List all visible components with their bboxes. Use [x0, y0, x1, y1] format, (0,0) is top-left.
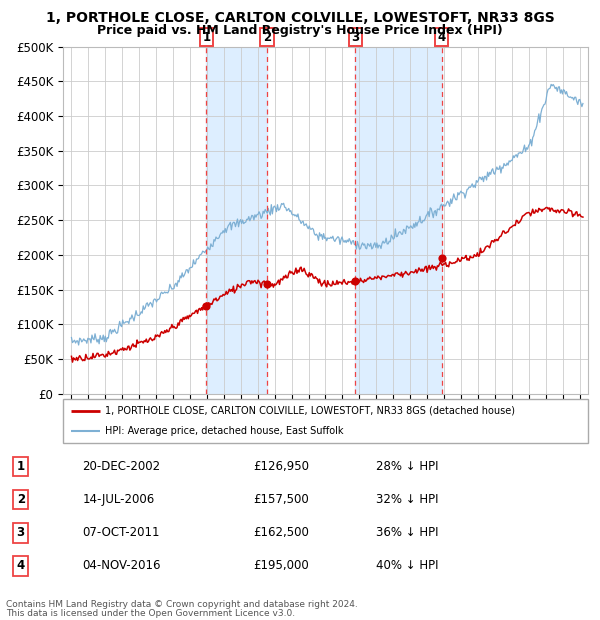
Text: 04-NOV-2016: 04-NOV-2016	[82, 559, 161, 572]
Text: 20-DEC-2002: 20-DEC-2002	[82, 460, 161, 473]
Text: 1: 1	[202, 31, 211, 44]
FancyBboxPatch shape	[63, 399, 588, 443]
Text: 4: 4	[437, 31, 446, 44]
Text: 3: 3	[17, 526, 25, 539]
Bar	[355, 46, 442, 394]
Text: £126,950: £126,950	[253, 460, 309, 473]
Text: This data is licensed under the Open Government Licence v3.0.: This data is licensed under the Open Gov…	[6, 609, 295, 618]
Text: 36% ↓ HPI: 36% ↓ HPI	[376, 526, 439, 539]
Text: 28% ↓ HPI: 28% ↓ HPI	[376, 460, 439, 473]
Text: Price paid vs. HM Land Registry's House Price Index (HPI): Price paid vs. HM Land Registry's House …	[97, 24, 503, 37]
Text: 1, PORTHOLE CLOSE, CARLTON COLVILLE, LOWESTOFT, NR33 8GS (detached house): 1, PORTHOLE CLOSE, CARLTON COLVILLE, LOW…	[105, 405, 515, 416]
Text: 2: 2	[17, 493, 25, 506]
Point	[437, 254, 446, 264]
Text: £195,000: £195,000	[253, 559, 309, 572]
Text: 1: 1	[17, 460, 25, 473]
Text: HPI: Average price, detached house, East Suffolk: HPI: Average price, detached house, East…	[105, 426, 343, 436]
Text: 3: 3	[352, 31, 359, 44]
Text: 2: 2	[263, 31, 271, 44]
Text: 32% ↓ HPI: 32% ↓ HPI	[376, 493, 439, 506]
Text: 1, PORTHOLE CLOSE, CARLTON COLVILLE, LOWESTOFT, NR33 8GS: 1, PORTHOLE CLOSE, CARLTON COLVILLE, LOW…	[46, 11, 554, 25]
Bar	[206, 46, 267, 394]
Point	[350, 276, 360, 286]
Text: 4: 4	[17, 559, 25, 572]
Point	[202, 301, 211, 311]
Text: 40% ↓ HPI: 40% ↓ HPI	[376, 559, 439, 572]
Point	[262, 280, 272, 290]
Text: Contains HM Land Registry data © Crown copyright and database right 2024.: Contains HM Land Registry data © Crown c…	[6, 600, 358, 609]
Text: 14-JUL-2006: 14-JUL-2006	[82, 493, 155, 506]
Text: £162,500: £162,500	[253, 526, 309, 539]
Text: £157,500: £157,500	[253, 493, 309, 506]
Text: 07-OCT-2011: 07-OCT-2011	[82, 526, 160, 539]
